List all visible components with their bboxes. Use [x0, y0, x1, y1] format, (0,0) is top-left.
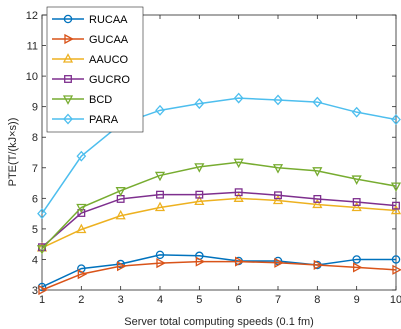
legend-label: BCD — [89, 94, 112, 106]
x-tick-label: 1 — [39, 294, 45, 306]
y-tick-label: 10 — [26, 71, 38, 83]
y-tick-label: 7 — [32, 163, 38, 175]
x-tick-label: 2 — [78, 294, 84, 306]
x-tick-label: 3 — [118, 294, 124, 306]
x-tick-label: 10 — [390, 294, 401, 306]
legend: RUCAA GUCAA AAUCO GUCRO BCD PARA — [47, 7, 143, 132]
y-tick-label: 5 — [32, 224, 38, 236]
y-tick-label: 11 — [27, 41, 38, 53]
x-tick-label: 4 — [157, 294, 163, 306]
y-tick-label: 6 — [32, 193, 38, 205]
x-tick-label: 6 — [236, 294, 242, 306]
y-tick-label: 12 — [26, 10, 38, 22]
x-tick-label: 9 — [354, 294, 360, 306]
y-tick-label: 8 — [32, 132, 38, 144]
legend-label: PARA — [89, 114, 119, 126]
x-axis-label: Server total computing speeds (0.1 fm) — [124, 316, 314, 328]
x-tick-label: 5 — [196, 294, 202, 306]
y-tick-label: 3 — [32, 285, 38, 297]
legend-label: GUCRO — [89, 74, 130, 86]
legend-label: AAUCO — [89, 54, 129, 66]
y-axis-label: PTE(T/(kJ×s)) — [7, 118, 19, 187]
legend-label: GUCAA — [89, 34, 129, 46]
x-tick-label: 8 — [314, 294, 320, 306]
x-tick-label: 7 — [275, 294, 281, 306]
legend-label: RUCAA — [89, 14, 128, 26]
y-tick-label: 9 — [32, 102, 38, 114]
y-tick-label: 4 — [32, 254, 38, 266]
